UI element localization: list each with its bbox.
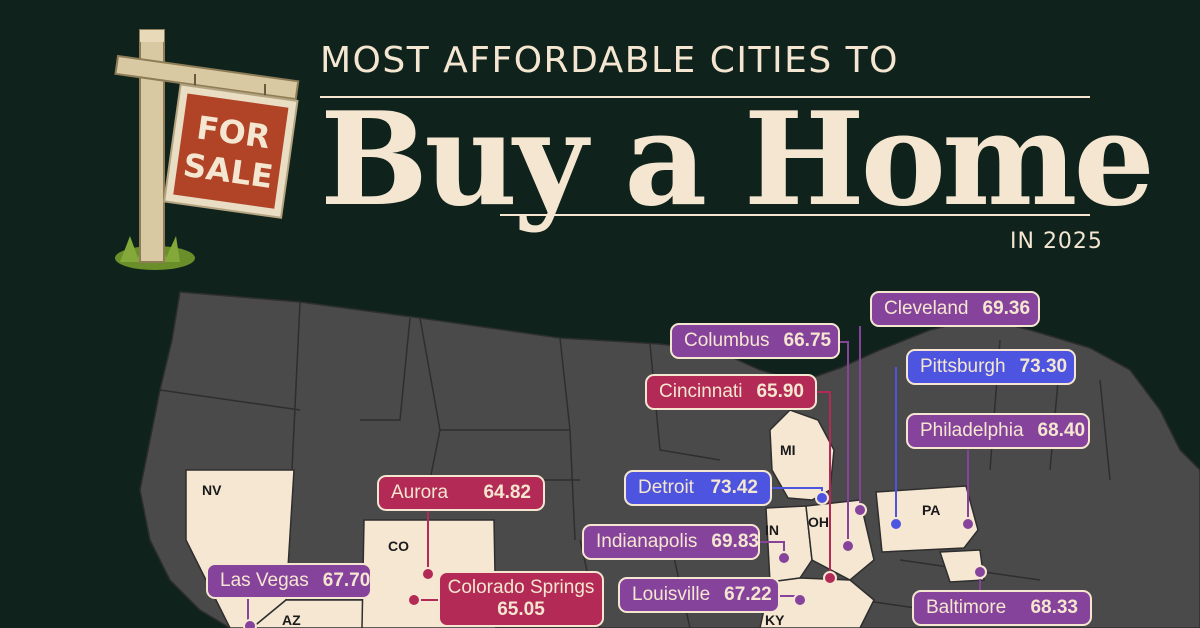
state-label-az: AZ: [282, 612, 301, 628]
dot-cleveland: [853, 503, 867, 517]
state-label-nv: NV: [202, 482, 222, 498]
city-dots: [243, 491, 987, 628]
state-kentucky: [759, 577, 875, 628]
dot-aurora: [421, 567, 435, 581]
city-score: 68.33: [1030, 597, 1078, 618]
city-label-colorado-springs: Colorado Springs 65.05: [438, 571, 604, 627]
title-year: IN 2025: [1010, 229, 1103, 254]
state-maryland: [938, 549, 985, 583]
city-score: 73.42: [710, 477, 758, 498]
city-label-indianapolis: Indianapolis 69.83: [582, 524, 760, 560]
city-name: Philadelphia: [920, 420, 1024, 441]
city-score: 65.90: [756, 381, 804, 402]
title-rule-top: [320, 96, 1090, 98]
state-label-co: CO: [388, 538, 409, 554]
state-label-oh: OH: [808, 514, 829, 530]
city-label-las-vegas: Las Vegas 67.70: [206, 563, 372, 599]
city-label-detroit: Detroit 73.42: [624, 470, 772, 506]
city-name: Baltimore: [926, 597, 1007, 618]
city-name: Las Vegas: [220, 570, 309, 591]
title-kicker: MOST AFFORDABLE CITIES TO: [320, 40, 899, 81]
city-name: Colorado Springs: [447, 577, 595, 598]
city-label-aurora: Aurora 64.82: [377, 475, 545, 511]
dot-philadelphia: [961, 517, 975, 531]
city-score: 67.22: [724, 584, 772, 605]
city-score: 68.40: [1037, 420, 1086, 441]
dot-colorado-springs: [407, 593, 421, 607]
state-indiana: [765, 505, 813, 583]
state-label-ky: KY: [765, 612, 785, 628]
city-name: Pittsburgh: [920, 356, 1006, 377]
dot-columbus: [841, 539, 855, 553]
city-name: Cincinnati: [659, 381, 743, 402]
title-main: Buy a Home: [320, 85, 1155, 235]
city-name: Columbus: [684, 330, 770, 351]
city-label-baltimore: Baltimore 68.33: [912, 590, 1092, 626]
state-label-in: IN: [765, 522, 779, 538]
city-name: Detroit: [638, 477, 694, 498]
city-score: 69.36: [982, 298, 1031, 319]
city-score: 64.82: [483, 482, 531, 503]
city-name: Louisville: [632, 584, 711, 605]
city-name: Aurora: [391, 482, 449, 503]
state-ohio: [805, 499, 875, 581]
city-score: 67.70: [322, 570, 371, 591]
dot-louisville: [793, 593, 807, 607]
state-label-pa: PA: [922, 502, 941, 518]
dot-pittsburgh: [889, 517, 903, 531]
dot-baltimore: [973, 565, 987, 579]
city-score: 69.83: [711, 531, 759, 552]
city-label-philadelphia: Philadelphia 68.40: [906, 413, 1090, 449]
for-sale-sign-icon: FOR SALE: [114, 29, 300, 270]
city-score: 73.30: [1019, 356, 1068, 377]
city-label-louisville: Louisville 67.22: [618, 577, 780, 613]
city-score: 66.75: [783, 330, 832, 351]
state-label-mi: MI: [780, 442, 796, 458]
dot-indianapolis: [777, 551, 791, 565]
city-name: Indianapolis: [596, 531, 698, 552]
state-pennsylvania: [875, 485, 979, 553]
dot-cincinnati: [823, 571, 837, 585]
city-label-cincinnati: Cincinnati 65.90: [645, 374, 817, 410]
title-rule-bottom: [500, 214, 1090, 216]
city-score: 65.05: [497, 599, 545, 620]
city-label-cleveland: Cleveland 69.36: [870, 291, 1040, 327]
city-label-pittsburgh: Pittsburgh 73.30: [906, 349, 1076, 385]
dot-detroit: [815, 491, 829, 505]
connector-lines: [247, 326, 981, 620]
city-label-columbus: Columbus 66.75: [670, 323, 840, 359]
city-name: Cleveland: [884, 298, 969, 319]
dot-las-vegas: [243, 619, 257, 628]
